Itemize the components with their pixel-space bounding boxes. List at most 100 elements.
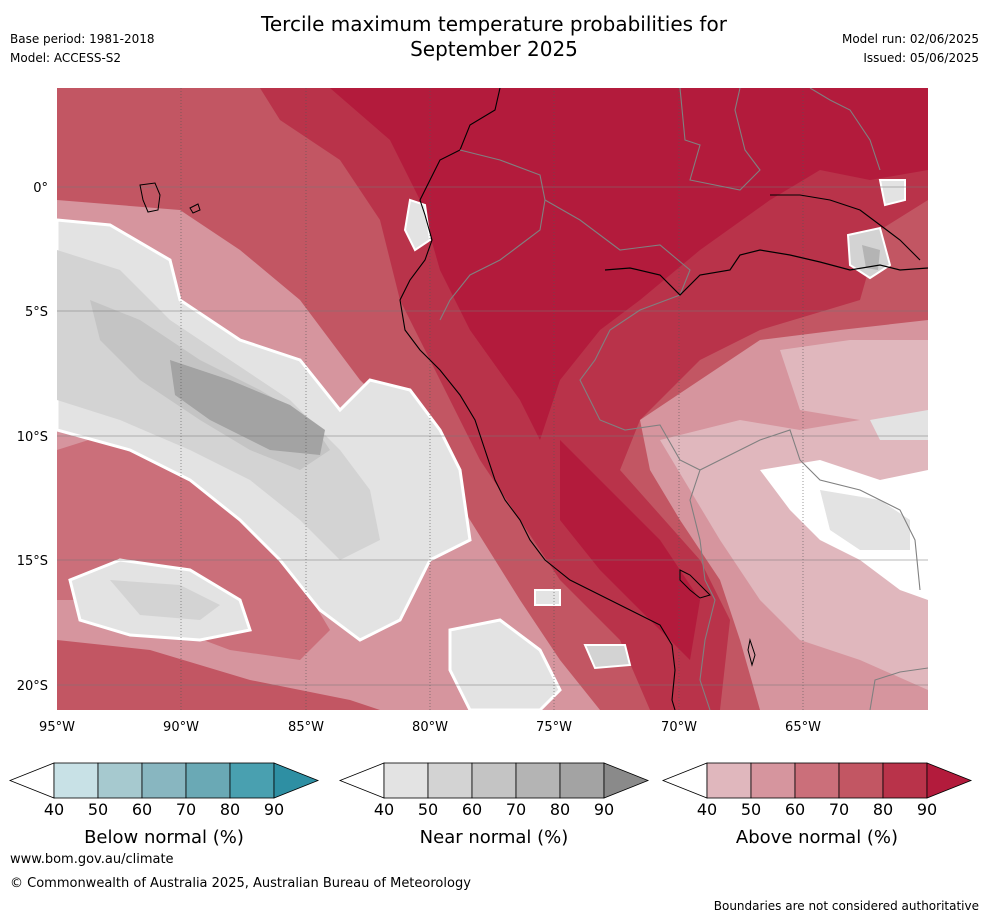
colorbar-segment [383,762,429,799]
colorbar-segment [185,762,231,799]
colorbar-tick-label: 50 [418,800,438,819]
field-above-40-ne [780,340,928,430]
colorbar-segment [427,762,473,799]
colorbar-tick-label: 90 [594,800,614,819]
lon-tick-label: 90°W [163,720,199,735]
lat-tick-label: 10°S [17,430,48,445]
colorbar-segment [471,762,517,799]
colorbar-tick-label: 50 [741,800,761,819]
lat-tick-label: 5°S [25,305,48,320]
colorbar: 40 50 60 70 80 90 Near normal (%) [338,762,650,848]
rio-negro [770,194,921,261]
lon-tick-label: 95°W [39,720,75,735]
lat-tick-label: 0° [33,181,48,196]
colorbar-extend-low [8,762,55,799]
lon-tick-label: 65°W [785,720,821,735]
border-colombia-brazil [544,199,691,296]
galapagos-isabela [139,182,161,213]
geography [139,88,928,710]
colorbar-tick-label: 80 [550,800,570,819]
lake-titicaca [679,569,711,599]
colorbar-tick-label: 40 [44,800,64,819]
colorbar-segment [229,762,275,799]
colorbars: 40 50 60 70 80 90 Below normal (%) 40 50 60 70 80 90… [8,762,973,848]
meta-right: Model run: 02/06/2025 Issued: 05/06/2025 [842,30,979,68]
model-name: Model: ACCESS-S2 [10,51,122,65]
chart-title: Tercile maximum temperature probabilitie… [0,12,988,62]
field-above-90-south [560,440,700,660]
colorbar-tick-label: 60 [785,800,805,819]
colorbar-tick-label: 90 [917,800,937,819]
lon-tick-label: 85°W [288,720,324,735]
lake-poopo [747,638,756,667]
colorbar-tick-label: 40 [697,800,717,819]
colorbar-extend-low [338,762,385,799]
colorbar: 40 50 60 70 80 90 Above normal (%) [661,762,973,848]
colorbar-tick-label: 70 [829,800,849,819]
border-peru-bolivia [689,469,716,710]
colorbar-extend-high [603,762,650,799]
field-near-patch [583,644,632,670]
footer-disclaimer: Boundaries are not considered authoritat… [713,899,979,913]
border-ne [809,88,881,171]
field-above-70-sw [57,640,380,710]
meta-left: Base period: 1981-2018 Model: ACCESS-S2 [10,30,155,68]
base-period: Base period: 1981-2018 [10,32,155,46]
border-north [679,88,761,191]
colorbar-tick-label: 40 [374,800,394,819]
field-near-east [820,490,910,550]
field-near-patch-2 [534,589,561,606]
border-south [869,667,928,710]
colorbar-extend-high [273,762,320,799]
field-near-north [878,179,906,207]
colorbar-tick-label: 70 [176,800,196,819]
latitude-tick-labels: 0° 5°S 10°S 15°S 20°S [17,181,48,694]
colorbar-title: Below normal (%) [84,827,244,848]
colorbar-tick-label: 80 [873,800,893,819]
field-near-ne [870,410,928,440]
footer-website: www.bom.gov.au/climate [10,852,174,867]
longitude-tick-labels: 95°W 90°W 85°W 80°W 75°W 70°W 65°W [39,720,821,735]
colorbar-segment [882,762,928,799]
colorbar-segment [559,762,605,799]
footer-copyright: © Commonwealth of Australia 2025, Austra… [10,876,471,891]
border-ecuador-colombia [439,149,546,321]
title-line-1: Tercile maximum temperature probabilitie… [261,12,727,36]
colorbar-segment [141,762,187,799]
colorbar-segment [515,762,561,799]
pacific-coastline [399,88,676,710]
lon-tick-label: 70°W [661,720,697,735]
lon-tick-label: 75°W [536,720,572,735]
model-run: Model run: 02/06/2025 [841,32,979,46]
field-near-south [448,618,562,710]
border-peru-brazil-bolivia [579,294,921,591]
field-near-sw-inner [110,580,220,620]
colorbar-segment [750,762,796,799]
field-above-80 [260,88,928,710]
field-near-80 [170,360,325,455]
colorbar-tick-label: 60 [132,800,152,819]
colorbar-extend-high [926,762,973,799]
colorbar-segment [53,762,99,799]
title-line-2: September 2025 [410,37,578,61]
field-near-amazon-inner [862,245,880,270]
colorbar-segment [794,762,840,799]
colorbar: 40 50 60 70 80 90 Below normal (%) [8,762,320,848]
colorbar-tick-label: 90 [264,800,284,819]
issued-date: Issued: 05/06/2025 [863,51,979,65]
lat-tick-label: 15°S [17,554,48,569]
colorbar-segment [97,762,143,799]
colorbar-tick-label: 50 [88,800,108,819]
colorbar-title: Near normal (%) [420,827,569,848]
map-field [57,88,928,710]
colorbar-tick-label: 80 [220,800,240,819]
colorbar-title: Above normal (%) [736,827,898,848]
colorbar-segment [706,762,752,799]
lat-gridlines [57,186,928,686]
field-above-90 [330,88,928,440]
colorbar-segment [838,762,884,799]
lat-tick-label: 20°S [17,679,48,694]
colorbar-extend-low [661,762,708,799]
colorbar-tick-label: 60 [462,800,482,819]
